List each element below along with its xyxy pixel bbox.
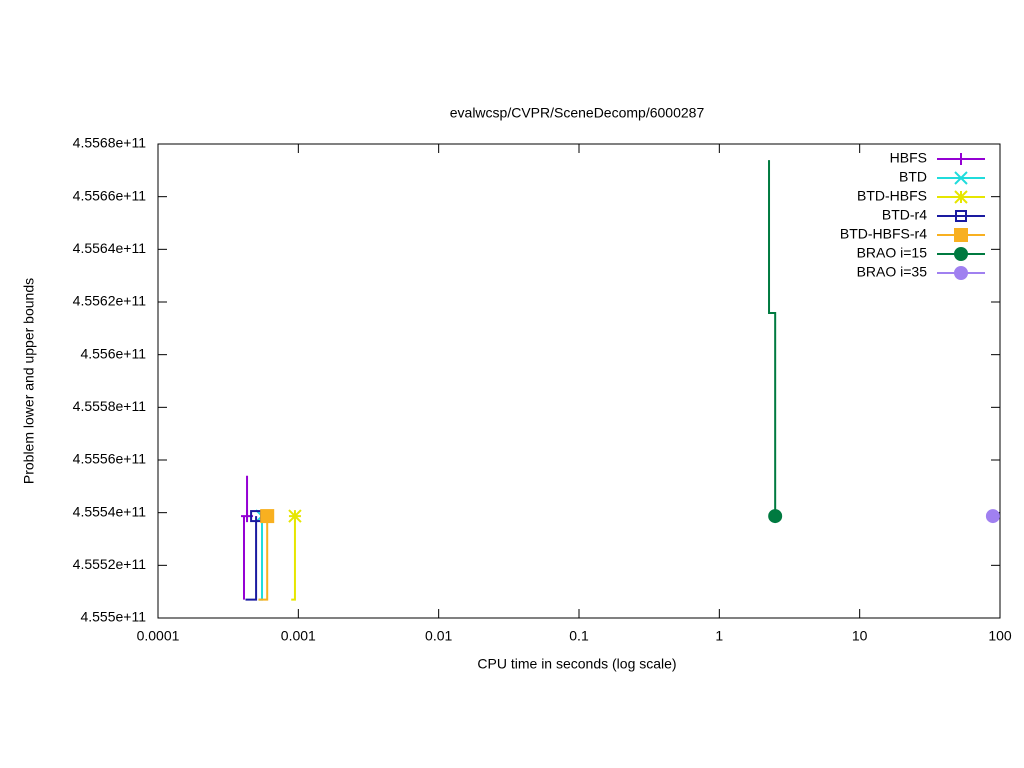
y-tick-label: 4.556e+11 xyxy=(80,345,146,361)
marker xyxy=(954,228,968,242)
x-tick-label: 100 xyxy=(988,628,1012,644)
series-line xyxy=(245,516,258,601)
x-axis-label: CPU time in seconds (log scale) xyxy=(477,656,676,672)
y-tick-label: 4.5552e+11 xyxy=(73,556,147,572)
y-tick-label: 4.5564e+11 xyxy=(73,240,147,256)
marker xyxy=(954,171,968,185)
series-line xyxy=(768,160,777,517)
x-tick-label: 0.001 xyxy=(281,628,316,644)
x-tick-label: 0.0001 xyxy=(137,628,180,644)
marker xyxy=(768,509,783,524)
x-tick-label: 10 xyxy=(852,628,868,644)
marker xyxy=(954,190,968,204)
marker xyxy=(955,210,967,222)
y-tick-label: 4.5568e+11 xyxy=(73,135,147,151)
chart-title: evalwcsp/CVPR/SceneDecomp/6000287 xyxy=(450,105,705,121)
series-line xyxy=(291,516,296,601)
legend-label: BTD-HBFS xyxy=(857,188,927,204)
legend-label: BTD-r4 xyxy=(882,207,927,223)
y-tick-label: 4.5554e+11 xyxy=(73,503,147,519)
series-line xyxy=(242,475,249,600)
legend-label: BTD xyxy=(899,169,927,185)
y-tick-label: 4.5562e+11 xyxy=(73,293,147,309)
legend-label: BTD-HBFS-r4 xyxy=(840,226,927,242)
y-tick-label: 4.5556e+11 xyxy=(73,451,147,467)
marker xyxy=(954,247,968,261)
legend-label: BRAO i=15 xyxy=(857,245,928,261)
marker xyxy=(260,509,275,524)
y-tick-label: 4.555e+11 xyxy=(80,609,146,625)
x-tick-label: 0.1 xyxy=(569,628,589,644)
marker xyxy=(985,509,1000,524)
legend-label: BRAO i=35 xyxy=(857,264,928,280)
y-tick-label: 4.5566e+11 xyxy=(73,187,147,203)
x-tick-label: 1 xyxy=(715,628,723,644)
marker xyxy=(954,266,968,280)
x-tick-label: 0.01 xyxy=(425,628,452,644)
y-axis-label: Problem lower and upper bounds xyxy=(21,278,37,484)
series-line xyxy=(258,516,269,601)
y-tick-label: 4.5558e+11 xyxy=(73,398,147,414)
legend-label: HBFS xyxy=(890,150,927,166)
marker xyxy=(288,509,302,523)
marker xyxy=(955,153,967,165)
